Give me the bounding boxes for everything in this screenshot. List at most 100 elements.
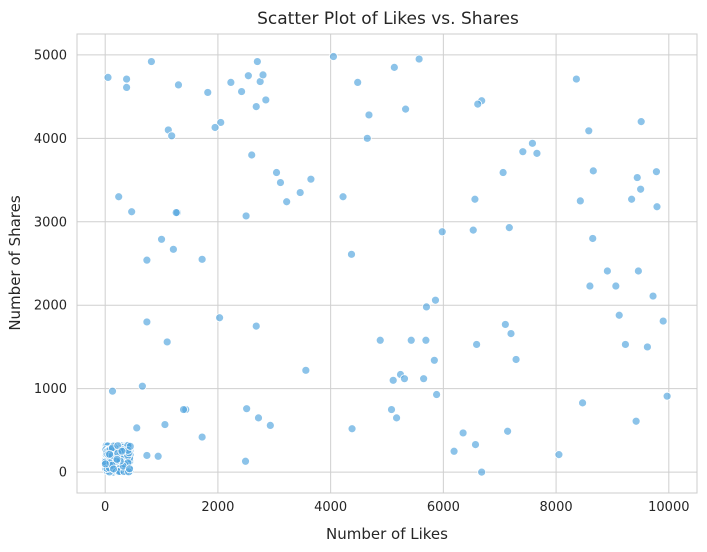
data-point xyxy=(247,150,257,160)
data-point xyxy=(631,416,641,426)
data-point xyxy=(242,404,252,414)
data-point xyxy=(419,374,429,384)
cluster-point xyxy=(109,464,118,474)
data-point xyxy=(174,80,183,90)
data-point xyxy=(472,340,482,349)
data-point xyxy=(429,355,439,365)
data-point xyxy=(585,281,595,291)
data-point xyxy=(252,57,262,66)
data-point xyxy=(468,225,478,235)
data-point xyxy=(662,391,672,401)
data-point xyxy=(276,178,285,187)
data-point xyxy=(658,316,668,326)
data-point xyxy=(437,227,447,237)
x-tick-label: 0 xyxy=(101,500,109,515)
data-point xyxy=(554,450,564,460)
data-point xyxy=(114,192,124,202)
data-point xyxy=(500,320,510,329)
data-point xyxy=(160,420,170,429)
cluster-point xyxy=(125,441,135,451)
data-point xyxy=(432,390,442,399)
data-point xyxy=(636,117,646,127)
data-point xyxy=(471,440,480,449)
data-point xyxy=(422,302,431,312)
data-point xyxy=(210,123,220,132)
y-axis-label: Number of Shares xyxy=(6,195,24,331)
data-point xyxy=(146,57,156,66)
cluster-point xyxy=(101,459,110,469)
data-point xyxy=(498,168,508,177)
data-points xyxy=(100,52,672,477)
x-tick-label: 4000 xyxy=(314,500,347,515)
data-point xyxy=(142,451,152,460)
data-point xyxy=(375,335,385,345)
y-tick-label: 3000 xyxy=(34,215,67,230)
y-tick-label: 0 xyxy=(59,466,67,481)
data-point xyxy=(528,138,537,148)
data-point xyxy=(306,174,316,184)
data-point xyxy=(648,291,658,301)
data-point xyxy=(632,173,642,182)
data-point xyxy=(132,423,142,433)
data-point xyxy=(388,375,398,385)
data-point xyxy=(575,196,585,206)
x-tick-label: 6000 xyxy=(427,500,460,515)
data-point xyxy=(251,102,261,112)
cluster-point xyxy=(117,446,127,456)
data-point xyxy=(621,340,630,349)
grid xyxy=(77,34,697,493)
data-point xyxy=(470,194,480,204)
data-point xyxy=(122,83,131,92)
data-point xyxy=(254,413,263,423)
data-point xyxy=(142,317,152,327)
data-point xyxy=(171,208,181,217)
data-point xyxy=(504,223,514,233)
data-point xyxy=(400,374,409,384)
data-point xyxy=(347,424,357,434)
x-tick-label: 10000 xyxy=(648,500,689,515)
data-point xyxy=(197,254,207,264)
data-point xyxy=(103,72,113,82)
data-point xyxy=(203,88,213,97)
data-point xyxy=(272,168,281,177)
data-point xyxy=(241,211,251,221)
data-point xyxy=(301,365,311,375)
cluster-point xyxy=(125,464,134,474)
y-tick-labels: 0 1000 2000 3000 4000 5000 xyxy=(34,48,67,480)
data-point xyxy=(614,310,624,320)
data-point xyxy=(215,313,225,323)
data-point xyxy=(414,54,424,64)
data-point xyxy=(473,99,483,109)
data-point xyxy=(633,266,643,276)
data-point xyxy=(532,148,542,158)
data-point xyxy=(588,234,598,243)
y-tick-label: 1000 xyxy=(34,382,67,397)
x-tick-labels: 0 2000 4000 6000 8000 10000 xyxy=(101,500,689,515)
y-tick-label: 5000 xyxy=(34,48,67,63)
data-point xyxy=(197,432,207,442)
data-point xyxy=(226,78,236,87)
data-point xyxy=(588,166,598,176)
data-point xyxy=(295,188,305,197)
cluster-point xyxy=(105,449,114,459)
data-point xyxy=(261,95,271,105)
data-point xyxy=(643,342,652,352)
data-point xyxy=(652,202,662,212)
data-point xyxy=(137,381,147,391)
data-point xyxy=(108,386,117,396)
data-point xyxy=(258,70,268,80)
data-point xyxy=(518,147,528,157)
y-tick-label: 2000 xyxy=(34,299,67,314)
data-point xyxy=(157,234,166,244)
data-point xyxy=(611,281,621,291)
data-point xyxy=(353,78,363,87)
data-point xyxy=(162,337,172,347)
data-point xyxy=(362,133,372,143)
data-point xyxy=(216,118,226,127)
data-point xyxy=(431,295,440,305)
data-point xyxy=(122,74,131,84)
data-point xyxy=(652,167,661,177)
y-tick-label: 4000 xyxy=(34,132,67,147)
data-point xyxy=(265,421,275,430)
